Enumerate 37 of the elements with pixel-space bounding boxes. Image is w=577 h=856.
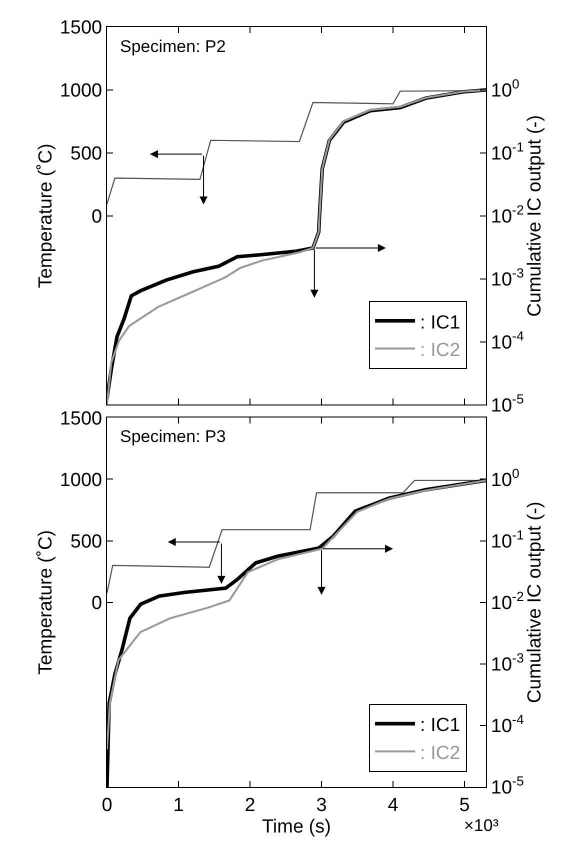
y2-tick-label: 10$^{-2}$ [490,202,524,228]
y-axis-title: Temperature (˚C) [36,144,57,288]
legend-label: : IC1 [420,715,460,736]
y2-tick-label: 10$^{-4}$ [490,328,524,354]
annotation: Specimen: P2 [120,37,226,56]
y-tick-label: 1500 [60,18,102,39]
y-axis-title: Temperature (˚C) [36,530,57,675]
y2-tick-label: 10$^{-3}$ [490,265,524,290]
x-tick-label: 4 [388,794,399,816]
x-tick-label: 1 [173,794,184,816]
y-tick-label: 0 [92,592,102,614]
y-tick-label: 500 [70,531,102,552]
y2-tick-label: 10$^{-5}$ [490,774,524,799]
legend-label: : IC1 [420,312,460,334]
y-tick-label: 1000 [60,470,102,491]
y-tick-label: 0 [92,206,102,228]
x-tick-label: 5 [459,794,470,816]
y2-axis-title: Cumulative IC output (-) [524,115,546,317]
y-tick-label: 1000 [60,80,102,102]
x-tick-label: 3 [316,794,327,816]
y-tick-label: 1500 [60,408,102,430]
annotation: Specimen: P3 [120,427,226,446]
y2-tick-label: 10$^{-2}$ [490,588,524,614]
y2-tick-label: 10$^{-1}$ [490,527,524,552]
y2-tick-label: 10$^{0}$ [490,76,520,102]
text: ×10³ [464,816,499,835]
y2-tick-label: 10$^{-1}$ [490,140,524,165]
legend-label: : IC2 [420,742,460,764]
y2-tick-label: 10$^{-3}$ [490,650,524,676]
legend-label: : IC2 [420,340,460,361]
x-axis-title: Time (s) [262,816,331,838]
y2-axis-title: Cumulative IC output (-) [524,501,546,704]
y-tick-label: 500 [70,144,102,165]
x-tick-label: 2 [244,794,256,816]
y2-tick-label: 10$^{0}$ [490,466,520,491]
y2-tick-label: 10$^{-5}$ [490,391,524,416]
y2-tick-label: 10$^{-4}$ [490,712,524,738]
